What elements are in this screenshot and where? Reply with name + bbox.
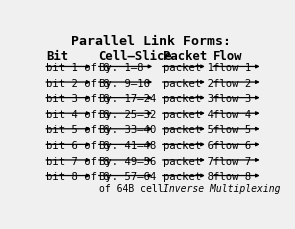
Text: flow 4: flow 4 xyxy=(213,109,251,119)
Text: of 64B cell: of 64B cell xyxy=(99,183,163,193)
Text: Parallel Link Forms:: Parallel Link Forms: xyxy=(71,35,231,47)
Text: flow 7: flow 7 xyxy=(213,156,251,166)
Text: packet 8: packet 8 xyxy=(163,171,214,181)
Text: Cell–Slice: Cell–Slice xyxy=(99,49,172,63)
Text: By. 25–32: By. 25–32 xyxy=(99,109,156,119)
Text: flow 5: flow 5 xyxy=(213,125,251,135)
Text: flow 2: flow 2 xyxy=(213,78,251,88)
Text: packet 4: packet 4 xyxy=(163,109,214,119)
Text: By. 41–48: By. 41–48 xyxy=(99,140,156,150)
Text: bit 3 of 8: bit 3 of 8 xyxy=(46,94,110,104)
Text: packet 3: packet 3 xyxy=(163,94,214,104)
Text: By. 17–24: By. 17–24 xyxy=(99,94,156,104)
Text: packet 6: packet 6 xyxy=(163,140,214,150)
Text: bit 8 of 8: bit 8 of 8 xyxy=(46,171,110,181)
Text: flow 1: flow 1 xyxy=(213,63,251,73)
Text: By. 57–64: By. 57–64 xyxy=(99,171,156,181)
Text: bit 6 of 8: bit 6 of 8 xyxy=(46,140,110,150)
Text: By. 1–8: By. 1–8 xyxy=(99,63,143,73)
Text: Inverse Multiplexing: Inverse Multiplexing xyxy=(163,183,280,193)
Text: flow 8: flow 8 xyxy=(213,171,251,181)
Text: Bit: Bit xyxy=(46,49,68,63)
Text: bit 2 of 8: bit 2 of 8 xyxy=(46,78,110,88)
Text: bit 1 of 8: bit 1 of 8 xyxy=(46,63,110,73)
Text: By. 49–56: By. 49–56 xyxy=(99,156,156,166)
Text: packet 2: packet 2 xyxy=(163,78,214,88)
Text: flow 6: flow 6 xyxy=(213,140,251,150)
Text: Flow: Flow xyxy=(213,49,242,63)
Text: By. 33–40: By. 33–40 xyxy=(99,125,156,135)
Text: packet 7: packet 7 xyxy=(163,156,214,166)
Text: bit 5 of 8: bit 5 of 8 xyxy=(46,125,110,135)
Text: bit 7 of 8: bit 7 of 8 xyxy=(46,156,110,166)
Text: flow 3: flow 3 xyxy=(213,94,251,104)
Text: bit 4 of 8: bit 4 of 8 xyxy=(46,109,110,119)
Text: By. 9–16: By. 9–16 xyxy=(99,78,150,88)
Text: packet 5: packet 5 xyxy=(163,125,214,135)
Text: packet 1: packet 1 xyxy=(163,63,214,73)
Text: Packet: Packet xyxy=(163,49,207,63)
